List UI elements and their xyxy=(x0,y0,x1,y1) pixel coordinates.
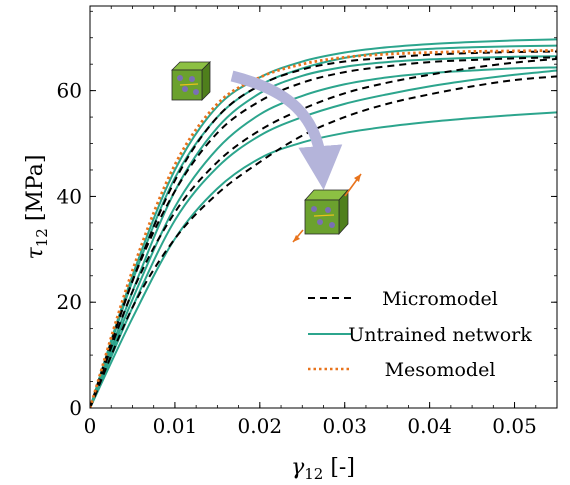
x-tick-label: 0.01 xyxy=(153,414,198,438)
x-tick-label: 0.04 xyxy=(407,414,452,438)
fiber-icon xyxy=(325,207,331,213)
curved-arrow xyxy=(230,70,343,190)
inner-arrow-icon xyxy=(313,214,335,217)
cube-front-face xyxy=(304,199,340,235)
fiber-icon xyxy=(177,75,183,81)
y-tick-label: 20 xyxy=(57,290,82,314)
x-tick-label: 0.03 xyxy=(322,414,367,438)
cube-inset-unloaded xyxy=(171,61,211,101)
inner-arrow-icon xyxy=(179,83,199,86)
legend: Micromodel Untrained network Mesomodel xyxy=(308,288,532,381)
series-line-untrained-network-4 xyxy=(90,38,557,408)
fiber-icon xyxy=(317,219,323,225)
fiber-icon xyxy=(182,86,188,92)
legend-label-mesomodel: Mesomodel xyxy=(385,359,496,381)
series-line-untrained-network-7 xyxy=(90,66,557,408)
fiber-icon xyxy=(189,76,195,82)
y-tick-label: 0 xyxy=(69,396,82,420)
series-line-micromodel-2 xyxy=(90,57,557,408)
series-line-micromodel-0 xyxy=(90,50,557,408)
x-tick-label: 0.05 xyxy=(492,414,537,438)
legend-label-micromodel: Micromodel xyxy=(382,288,498,310)
series-line-untrained-network-8 xyxy=(90,69,557,408)
series-line-untrained-network-9 xyxy=(90,111,557,408)
shear-arrowhead-icon xyxy=(354,174,361,182)
legend-label-network: Untrained network xyxy=(348,324,532,346)
y-tick-label: 60 xyxy=(57,79,82,103)
fiber-icon xyxy=(311,206,317,212)
y-tick-label: 40 xyxy=(57,184,82,208)
x-axis-label: γ12 [-] xyxy=(291,455,355,483)
y-axis-label: τ12 [MPa] xyxy=(23,155,51,260)
fiber-icon xyxy=(329,222,335,228)
series-line-untrained-network-6 xyxy=(90,55,557,408)
cube-inset-sheared xyxy=(292,173,362,243)
x-tick-label: 0 xyxy=(84,414,97,438)
axes-layer: 0 0.01 0.02 0.03 0.04 0.05 0 20 40 60 xyxy=(57,5,558,438)
fiber-icon xyxy=(193,89,199,95)
shear-arrowhead-icon xyxy=(293,235,300,242)
series-line-micromodel-1 xyxy=(90,56,557,408)
x-tick-label: 0.02 xyxy=(238,414,283,438)
